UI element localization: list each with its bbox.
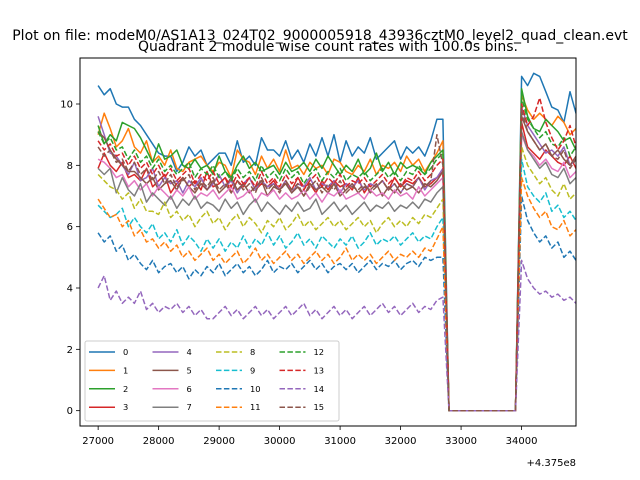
legend-label-4: 4 (187, 347, 192, 357)
legend-label-9: 9 (250, 365, 255, 375)
legend-label-1: 1 (123, 365, 128, 375)
series-line-6 (97, 133, 576, 412)
series-layer (97, 72, 576, 412)
legend-label-11: 11 (250, 402, 261, 412)
y-tick-label: 0 (67, 406, 73, 417)
legend-label-13: 13 (314, 365, 325, 375)
legend-label-5: 5 (187, 365, 192, 375)
chart-title: Quadrant 2 module wise count rates with … (138, 39, 518, 55)
series-line-0 (97, 72, 576, 412)
legend-label-10: 10 (250, 384, 261, 394)
series-line-5 (97, 115, 576, 412)
x-tick-label: 34000 (506, 436, 538, 447)
legend-label-12: 12 (314, 347, 325, 357)
series-line-2 (97, 87, 576, 412)
y-tick-label: 6 (67, 222, 73, 233)
legend-label-0: 0 (123, 347, 128, 357)
y-tick-label: 4 (67, 284, 73, 295)
series-line-15 (97, 109, 576, 412)
legend-label-14: 14 (314, 384, 325, 394)
legend-label-8: 8 (250, 347, 255, 357)
x-tick-label: 29000 (203, 436, 235, 447)
series-line-10 (97, 195, 576, 412)
series-line-13 (97, 97, 576, 412)
series-line-4 (97, 106, 576, 412)
x-tick-label: 28000 (143, 436, 175, 447)
series-line-8 (97, 146, 576, 412)
legend-label-6: 6 (187, 384, 192, 394)
x-tick-label: 32000 (385, 436, 417, 447)
figure-suptitle: Plot on file: modeM0/AS1A13_024T02_90000… (12, 28, 628, 44)
x-tick-label: 31000 (324, 436, 356, 447)
y-tick-label: 2 (67, 345, 73, 356)
series-line-11 (97, 176, 576, 412)
series-line-12 (97, 97, 576, 412)
series-line-7 (97, 130, 576, 412)
y-tick-label: 10 (60, 100, 73, 111)
series-line-9 (97, 158, 576, 412)
legend-label-3: 3 (123, 402, 128, 412)
legend-label-2: 2 (123, 384, 128, 394)
legend-label-7: 7 (187, 402, 192, 412)
axis-layer: 27000 28000 29000 30000 31000 32000 33000 34000… (60, 100, 537, 448)
x-tick-label: 33000 (445, 436, 477, 447)
y-tick-label: 8 (67, 161, 73, 172)
x-offset-label: +4.375e8 (526, 458, 576, 469)
plot-frame (79, 57, 577, 427)
x-tick-label: 30000 (264, 436, 296, 447)
x-tick-label: 27000 (82, 436, 114, 447)
legend-box (84, 340, 340, 422)
legend-label-15: 15 (314, 402, 325, 412)
